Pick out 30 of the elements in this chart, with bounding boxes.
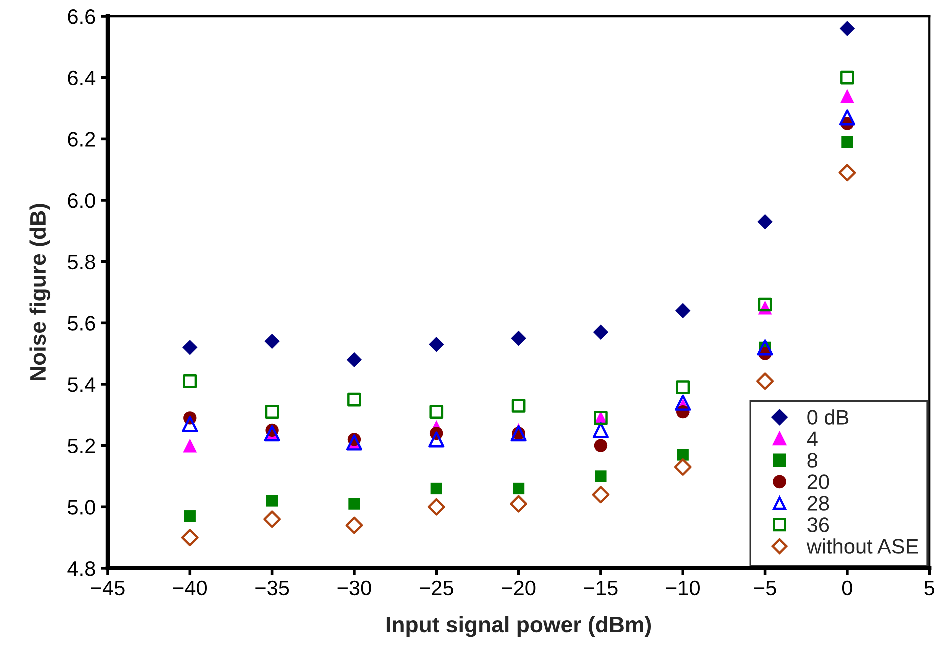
x-tick-label: −15: [584, 581, 618, 596]
x-tick-label: −40: [174, 580, 208, 596]
x-tick-label: −45: [91, 581, 125, 596]
legend-label: 20: [808, 474, 830, 490]
y-tick-label: 5.0: [68, 500, 96, 515]
y-tick-label: 5.6: [68, 316, 96, 331]
x-tick-label: −5: [754, 581, 776, 596]
y-tick-label: 6.0: [68, 194, 96, 208]
x-tick-label: 5: [924, 581, 935, 596]
y-axis-title: Noise figure (dB): [30, 204, 51, 381]
x-tick-label: −30: [338, 580, 372, 596]
x-axis-title: Input signal power (dBm): [386, 616, 652, 638]
y-tick-label: 6.2: [68, 132, 96, 147]
legend-label: 8: [808, 453, 818, 468]
legend-label: 0 dB: [808, 410, 849, 425]
x-tick-label: −20: [502, 580, 536, 596]
x-tick-label: −10: [666, 580, 700, 596]
x-tick-label: 0: [842, 580, 852, 596]
y-tick-label: 5.8: [68, 254, 96, 270]
y-tick-label: 6.4: [68, 70, 96, 86]
y-tick-label: 6.6: [68, 10, 96, 24]
legend-label: 28: [808, 496, 830, 511]
x-tick-label: −25: [420, 580, 454, 596]
y-tick-label: 5.2: [68, 438, 96, 454]
x-tick-label: −35: [256, 580, 290, 596]
legend-label: 36: [808, 518, 830, 532]
legend-label: without ASE: [806, 538, 918, 554]
legend-label: 4: [807, 432, 818, 446]
y-tick-label: 5.4: [68, 378, 96, 392]
y-tick-label: 4.8: [68, 561, 96, 576]
